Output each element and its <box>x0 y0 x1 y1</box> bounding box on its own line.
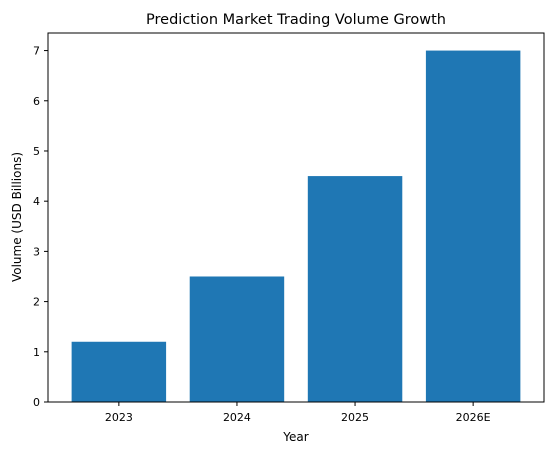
y-tick-label: 4 <box>33 195 40 208</box>
y-tick-label: 1 <box>33 346 40 359</box>
x-axis-label: Year <box>282 430 308 444</box>
bar-2026E <box>425 50 521 402</box>
y-axis-label: Volume (USD Billions) <box>10 152 24 282</box>
y-axis-ticks: 0 1 2 3 4 5 6 7 <box>33 45 48 409</box>
x-tick-label: 2024 <box>223 411 251 424</box>
plot-frame <box>47 32 545 403</box>
bar-2023 <box>71 341 167 402</box>
y-tick-label: 7 <box>33 45 40 58</box>
x-tick-label: 2023 <box>105 411 133 424</box>
y-tick-label: 2 <box>33 296 40 309</box>
bar-2025 <box>307 176 403 402</box>
y-tick-label: 0 <box>33 396 40 409</box>
bars-group <box>71 50 521 402</box>
x-axis-ticks: 2023 2024 2025 2026E <box>105 402 491 424</box>
y-tick-label: 5 <box>33 145 40 158</box>
bar-2024 <box>189 276 285 402</box>
x-tick-label: 2026E <box>456 411 491 424</box>
x-tick-label: 2025 <box>341 411 369 424</box>
chart-title: Prediction Market Trading Volume Growth <box>146 12 446 28</box>
y-tick-label: 6 <box>33 95 40 108</box>
y-tick-label: 3 <box>33 245 40 258</box>
